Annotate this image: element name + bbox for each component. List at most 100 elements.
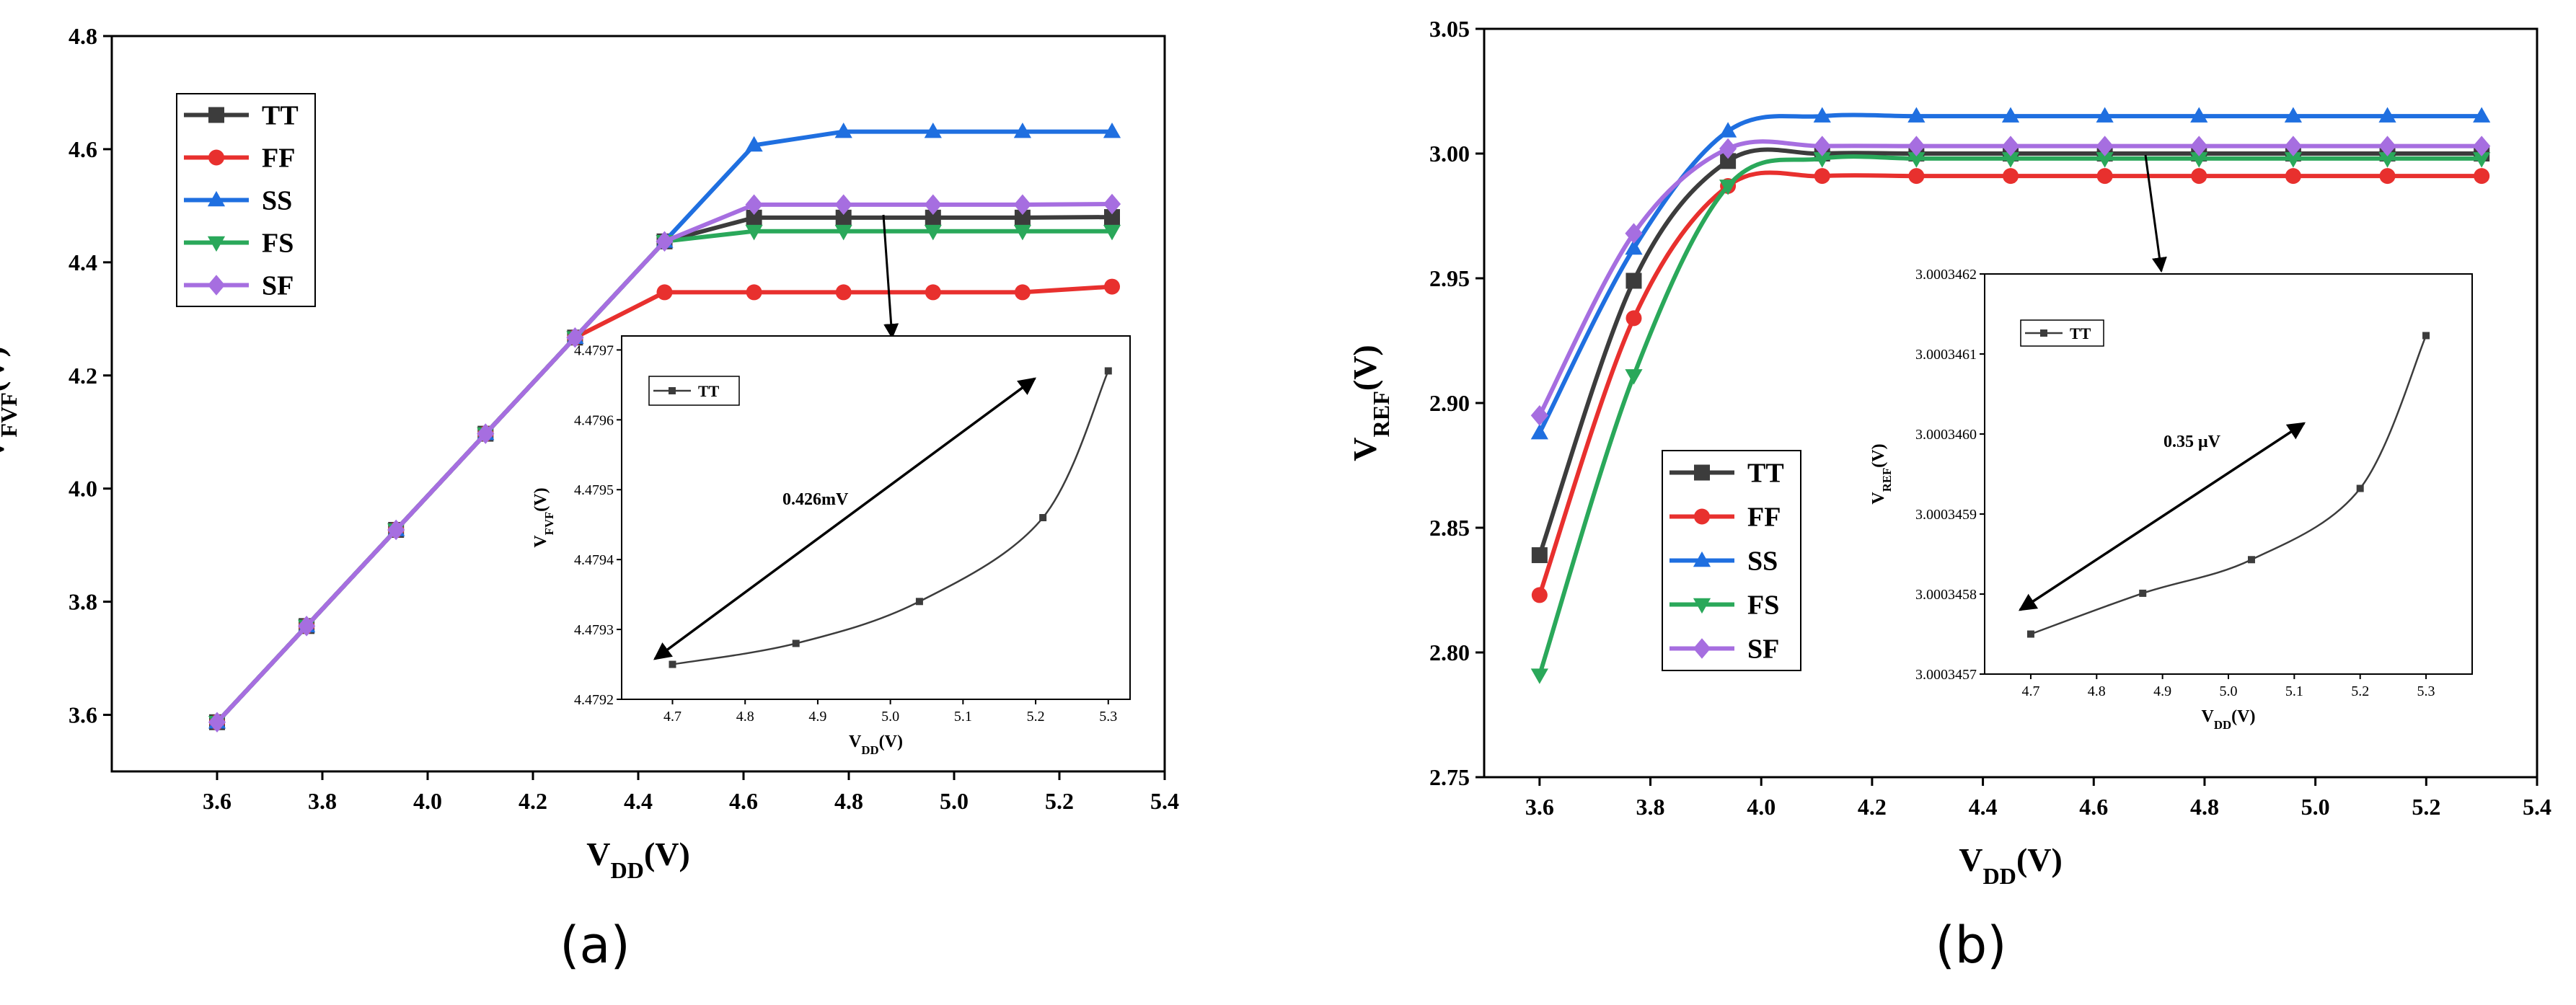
data-point [2001,136,2020,156]
data-point [746,284,762,301]
data-point [2096,107,2114,123]
y-tick-label: 2.75 [1429,764,1470,790]
inset-y-tick-label: 4.4792 [574,692,614,708]
data-point [1103,193,1121,215]
legend-marker [1694,508,1710,525]
data-point [1813,136,1831,156]
legend-marker [208,107,224,123]
y-tick-label: 2.90 [1429,390,1470,416]
delta-annotation: 0.35 μV [2163,433,2221,451]
legend-marker [207,275,226,296]
legend-marker [207,236,226,252]
data-point [1719,180,1737,195]
y-tick-label: 2.95 [1429,265,1470,291]
inset-y-tick-label: 4.4793 [574,622,614,638]
legend-label: SS [262,186,292,216]
inset-x-tick-label: 5.2 [1027,709,1045,725]
data-point [924,194,942,216]
data-point [1103,122,1121,138]
data-point [1013,122,1031,138]
legend-label: SF [262,271,294,301]
inset-x-tick-label: 5.1 [954,709,972,725]
data-point [2096,136,2114,156]
data-point [924,122,942,138]
inset-data-point [2139,589,2147,597]
data-point [835,284,852,301]
data-point [1014,209,1031,226]
legend-label: FS [1747,590,1779,621]
series-line [1538,112,2482,434]
data-point [924,224,942,241]
inset-data-point [1104,367,1112,375]
data-point [1014,284,1031,301]
series-line [1538,139,2482,417]
y-tick-label: 2.85 [1429,515,1470,541]
delta-annotation: 0.426mV [782,490,849,509]
data-point [745,224,763,241]
x-tick-label: 4.6 [2079,794,2108,820]
data-point [1530,405,1548,426]
inset-y-tick-label: 3.0003460 [1915,427,1977,443]
data-point [834,224,852,241]
y-tick-label: 3.05 [1429,16,1470,42]
x-tick-label: 4.8 [834,788,863,814]
series-line [1537,154,2482,676]
x-tick-label: 5.4 [2523,794,2551,820]
panel-label: (b) [1935,916,2006,975]
delta-arrow [653,377,1036,660]
data-point [2284,136,2302,156]
data-point [2001,152,2020,168]
legend-label: SF [1747,634,1779,665]
legend-marker [1693,551,1711,567]
y-tick-label: 4.4 [69,249,97,275]
inset-x-tick-label: 5.0 [881,709,899,725]
data-point [2473,152,2491,168]
chart-panel-b: 3.6 3.8 4.0 4.2 4.4 4.6 4.8 5.0 5.2 5.4 2.75 2.80 2.… [1346,16,2551,975]
inset-y-tick-label: 3.0003458 [1915,587,1977,603]
y-tick-label: 3.6 [69,702,97,728]
data-point [2096,168,2113,185]
data-point [2378,136,2396,156]
inset-x-tick-label: 4.7 [2021,683,2039,699]
data-point [566,327,584,348]
y-tick-label: 3.8 [69,589,97,615]
data-point [834,194,852,216]
data-point [1907,152,1926,168]
data-point [1719,122,1737,138]
inset-y-tick-label: 4.4797 [574,342,614,358]
x-tick-label: 5.0 [940,788,969,814]
x-tick-label: 4.2 [519,788,547,814]
inset-data-point [669,660,676,668]
y-tick-label: 2.80 [1429,639,1470,665]
x-tick-label: 4.4 [1969,794,1998,820]
chart-panel-a: 3.6 3.8 4.0 4.2 4.4 4.6 4.8 5.0 5.2 5.4 3.6 3.8 4.0 4… [0,23,1179,975]
callout-arrow [2144,154,2167,273]
x-tick-label: 3.6 [1525,794,1554,820]
legend: TT FF SS FS SF [176,93,316,307]
inset-chart: 4.7 4.8 4.9 5.0 5.1 5.2 5.3 4.4792 4.4793 4.4794 4… [531,335,1131,757]
delta-arrow [2018,422,2306,611]
legend-marker [1694,464,1710,481]
data-point [1013,194,1031,216]
data-point [1813,107,1831,123]
inset-y-tick-label: 3.0003462 [1915,267,1977,283]
legend-label: TT [1747,459,1784,489]
inset-x-tick-label: 5.2 [2351,683,2369,699]
data-point [2190,136,2208,156]
inset-x-tick-label: 4.8 [2088,683,2106,699]
data-point [1531,547,1548,564]
data-point [2473,136,2491,156]
data-point [1625,369,1643,385]
inset-data-point [792,639,800,647]
legend: TT FF SS FS SF [1662,450,1801,671]
data-point [1013,224,1031,241]
inset-y-axis-title: VREF(V) [1869,443,1894,504]
inset-y-tick-label: 3.0003461 [1915,347,1977,363]
x-tick-label: 5.0 [2301,794,2330,820]
inset-x-tick-label: 4.9 [2153,683,2171,699]
series-sf [208,193,1121,733]
y-tick-label: 4.8 [69,23,97,49]
data-point [1626,310,1642,327]
inset-y-tick-label: 3.0003457 [1915,667,1977,683]
